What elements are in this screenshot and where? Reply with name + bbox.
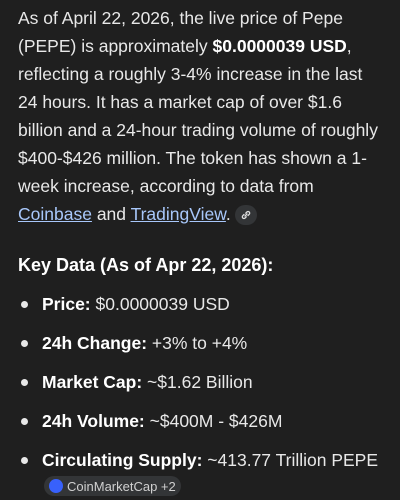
item-value: ~413.77 Trillion PEPE [202, 450, 379, 470]
link[interactable]: Coinbase [18, 204, 92, 224]
item-label: Circulating Supply: [42, 450, 203, 470]
source-chip[interactable]: CoinMarketCap +2 [44, 476, 181, 497]
list-item: Market Cap: ~$1.62 Billion [21, 370, 386, 395]
item-label: 24h Volume: [42, 411, 145, 431]
key-data-list: Price: $0.0000039 USD 24h Change: +3% to … [18, 292, 386, 498]
source-label: CoinMarketCap +2 [67, 478, 176, 494]
item-label: 24h Change: [42, 333, 148, 353]
link-chip[interactable] [234, 205, 257, 226]
price: $0.0000039 USD [212, 36, 347, 56]
item-label: Market Cap: [42, 372, 143, 392]
list-item: Circulating Supply: ~413.77 Trillion PEP… [21, 448, 386, 498]
list-item: 24h Volume: ~$400M - $426M [21, 409, 386, 434]
text: and [91, 204, 131, 224]
source-icon [49, 479, 63, 494]
item-label: Price: [42, 294, 91, 314]
list-item: Price: $0.0000039 USD [21, 292, 386, 317]
list-item: 24h Change: +3% to +4% [21, 331, 386, 356]
item-value: ~$400M - $426M [144, 411, 283, 431]
text: . [225, 204, 231, 224]
paragraph: As of April 22, 2026, the live price of … [18, 4, 386, 228]
item-value: $0.0000039 USD [90, 294, 230, 314]
item-value: ~$1.62 Billion [142, 372, 253, 392]
link[interactable]: TradingView [130, 204, 226, 224]
text: As of April 22, 2026, the live price of … [18, 8, 343, 56]
heading: Key Data (As of Apr 22, 2026): [18, 255, 274, 275]
link-icon [241, 211, 251, 220]
text: , reflecting a roughly 3-4% increase in … [18, 36, 378, 196]
item-value: +3% to +4% [147, 333, 248, 353]
